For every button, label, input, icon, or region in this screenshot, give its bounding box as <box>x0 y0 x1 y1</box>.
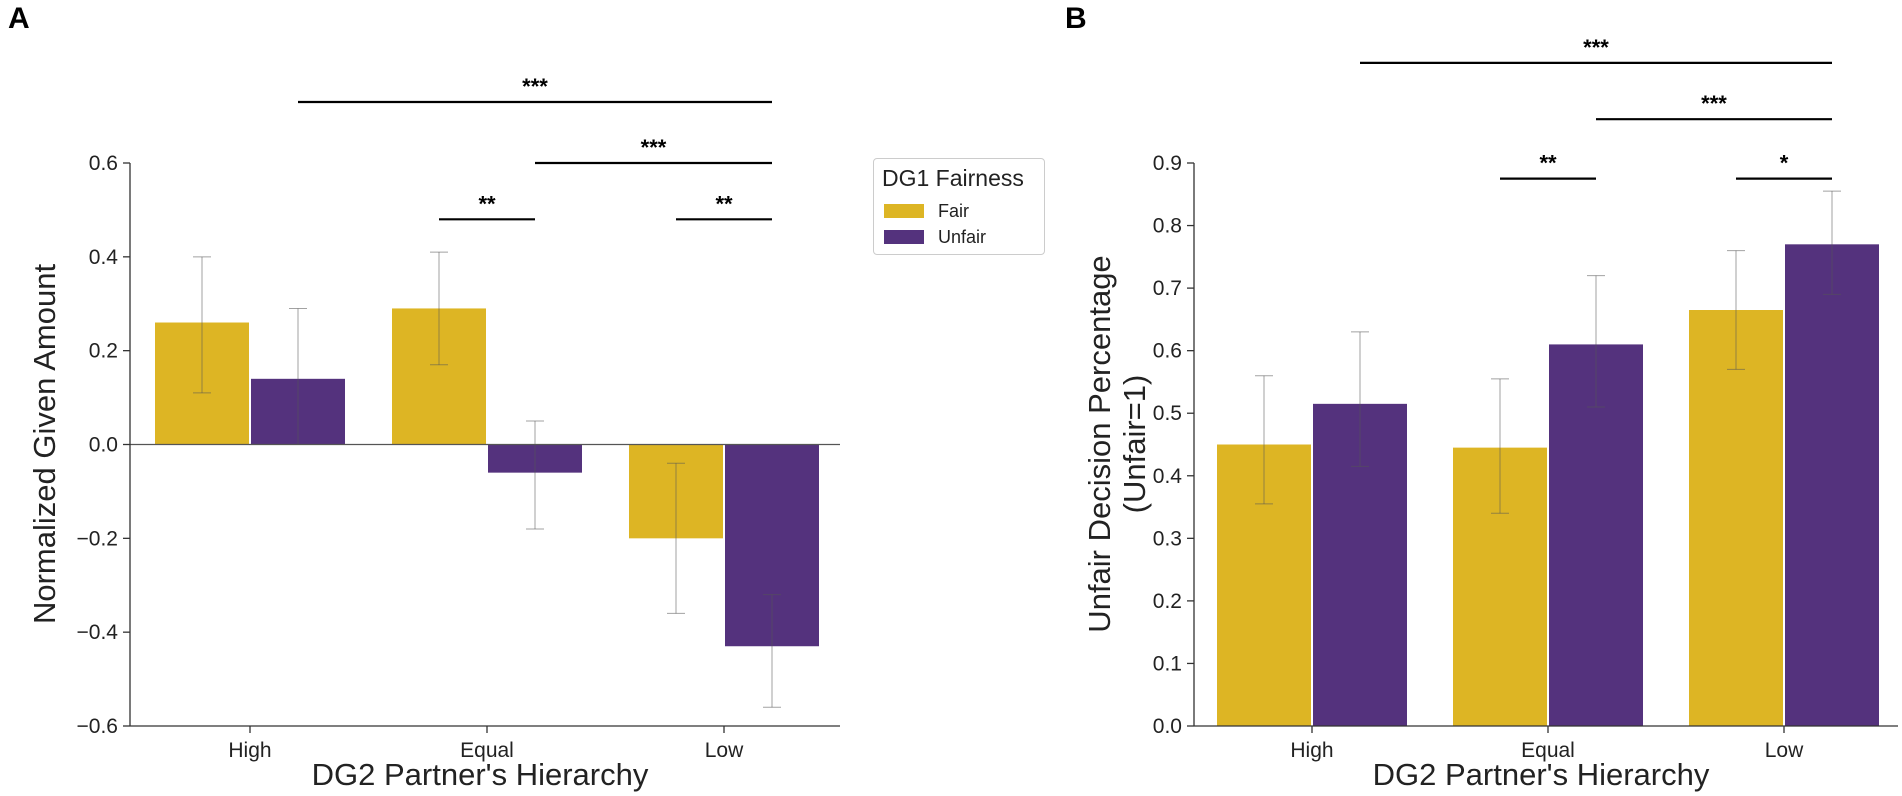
panel-a-significance-label-0: *** <box>522 74 548 99</box>
legend-item-unfair: Unfair <box>884 227 986 247</box>
panel-b-ytick-label: 0.9 <box>1153 152 1182 175</box>
panel-b-ytick-label: 0.1 <box>1153 652 1182 675</box>
panel-a-ytick-label: −0.2 <box>77 527 118 550</box>
panel-b-significance-label-1: *** <box>1701 91 1727 116</box>
panel-a-xtick-label-high: High <box>228 739 271 762</box>
panel-b-bar-unfair-low <box>1785 244 1879 726</box>
panel-b-ytick-label: 0.6 <box>1153 340 1182 363</box>
panel-b-xtick-label-high: High <box>1290 739 1333 762</box>
panel-a-x-axis-label: DG2 Partner's Hierarchy <box>312 757 649 792</box>
legend-label-fair: Fair <box>938 201 969 222</box>
panel-b-y-axis-label: Unfair Decision Percentage <box>1082 255 1117 632</box>
legend-swatch-unfair <box>884 230 924 244</box>
panel-b-bar-fair-low <box>1689 310 1783 726</box>
panel-a-ytick-label: 0.2 <box>89 340 118 363</box>
panel-b-ytick-label: 0.4 <box>1153 465 1183 488</box>
panel-a-y-axis-label: Normalized Given Amount <box>27 264 62 624</box>
panel-a-significance-label-3: ** <box>715 191 733 216</box>
panel-b-xtick-label-low: Low <box>1765 739 1804 762</box>
panel-b-significance-label-3: * <box>1780 151 1789 176</box>
chart-canvas: −0.6−0.4−0.20.00.20.40.6High Equal LowDG2 … <box>0 0 1902 796</box>
panel-a-ytick-label: −0.6 <box>77 715 118 738</box>
panel-b-significance-label-2: ** <box>1539 151 1557 176</box>
panel-b-y-axis-label-2: (Unfair=1) <box>1117 375 1152 514</box>
panel-a-ytick-label: 0.4 <box>89 246 119 269</box>
panel-b-ytick-label: 0.8 <box>1153 215 1182 238</box>
panel-b-ytick-label: 0.2 <box>1153 590 1182 613</box>
panel-b-ytick-label: 0.0 <box>1153 715 1182 738</box>
legend-label-unfair: Unfair <box>938 227 986 248</box>
panel-a-ytick-label: 0.6 <box>89 152 118 175</box>
panel-b-significance-label-0: *** <box>1583 35 1609 60</box>
legend-swatch-fair <box>884 204 924 218</box>
panel-b-x-axis-label: DG2 Partner's Hierarchy <box>1373 757 1710 792</box>
panel-a-xtick-label-low: Low <box>705 739 744 762</box>
panel-b-ytick-label: 0.3 <box>1153 527 1182 550</box>
panel-b-ytick-label: 0.5 <box>1153 402 1182 425</box>
panel-a-significance-label-1: *** <box>641 135 667 160</box>
legend: DG1 Fairness Fair Unfair <box>873 158 1045 255</box>
panel-a-ytick-label: 0.0 <box>89 434 118 457</box>
legend-item-fair: Fair <box>884 201 969 221</box>
panel-a-significance-label-2: ** <box>478 191 496 216</box>
legend-title: DG1 Fairness <box>882 165 1024 192</box>
panel-a-ytick-label: −0.4 <box>77 621 119 644</box>
panel-b-ytick-label: 0.7 <box>1153 277 1182 300</box>
